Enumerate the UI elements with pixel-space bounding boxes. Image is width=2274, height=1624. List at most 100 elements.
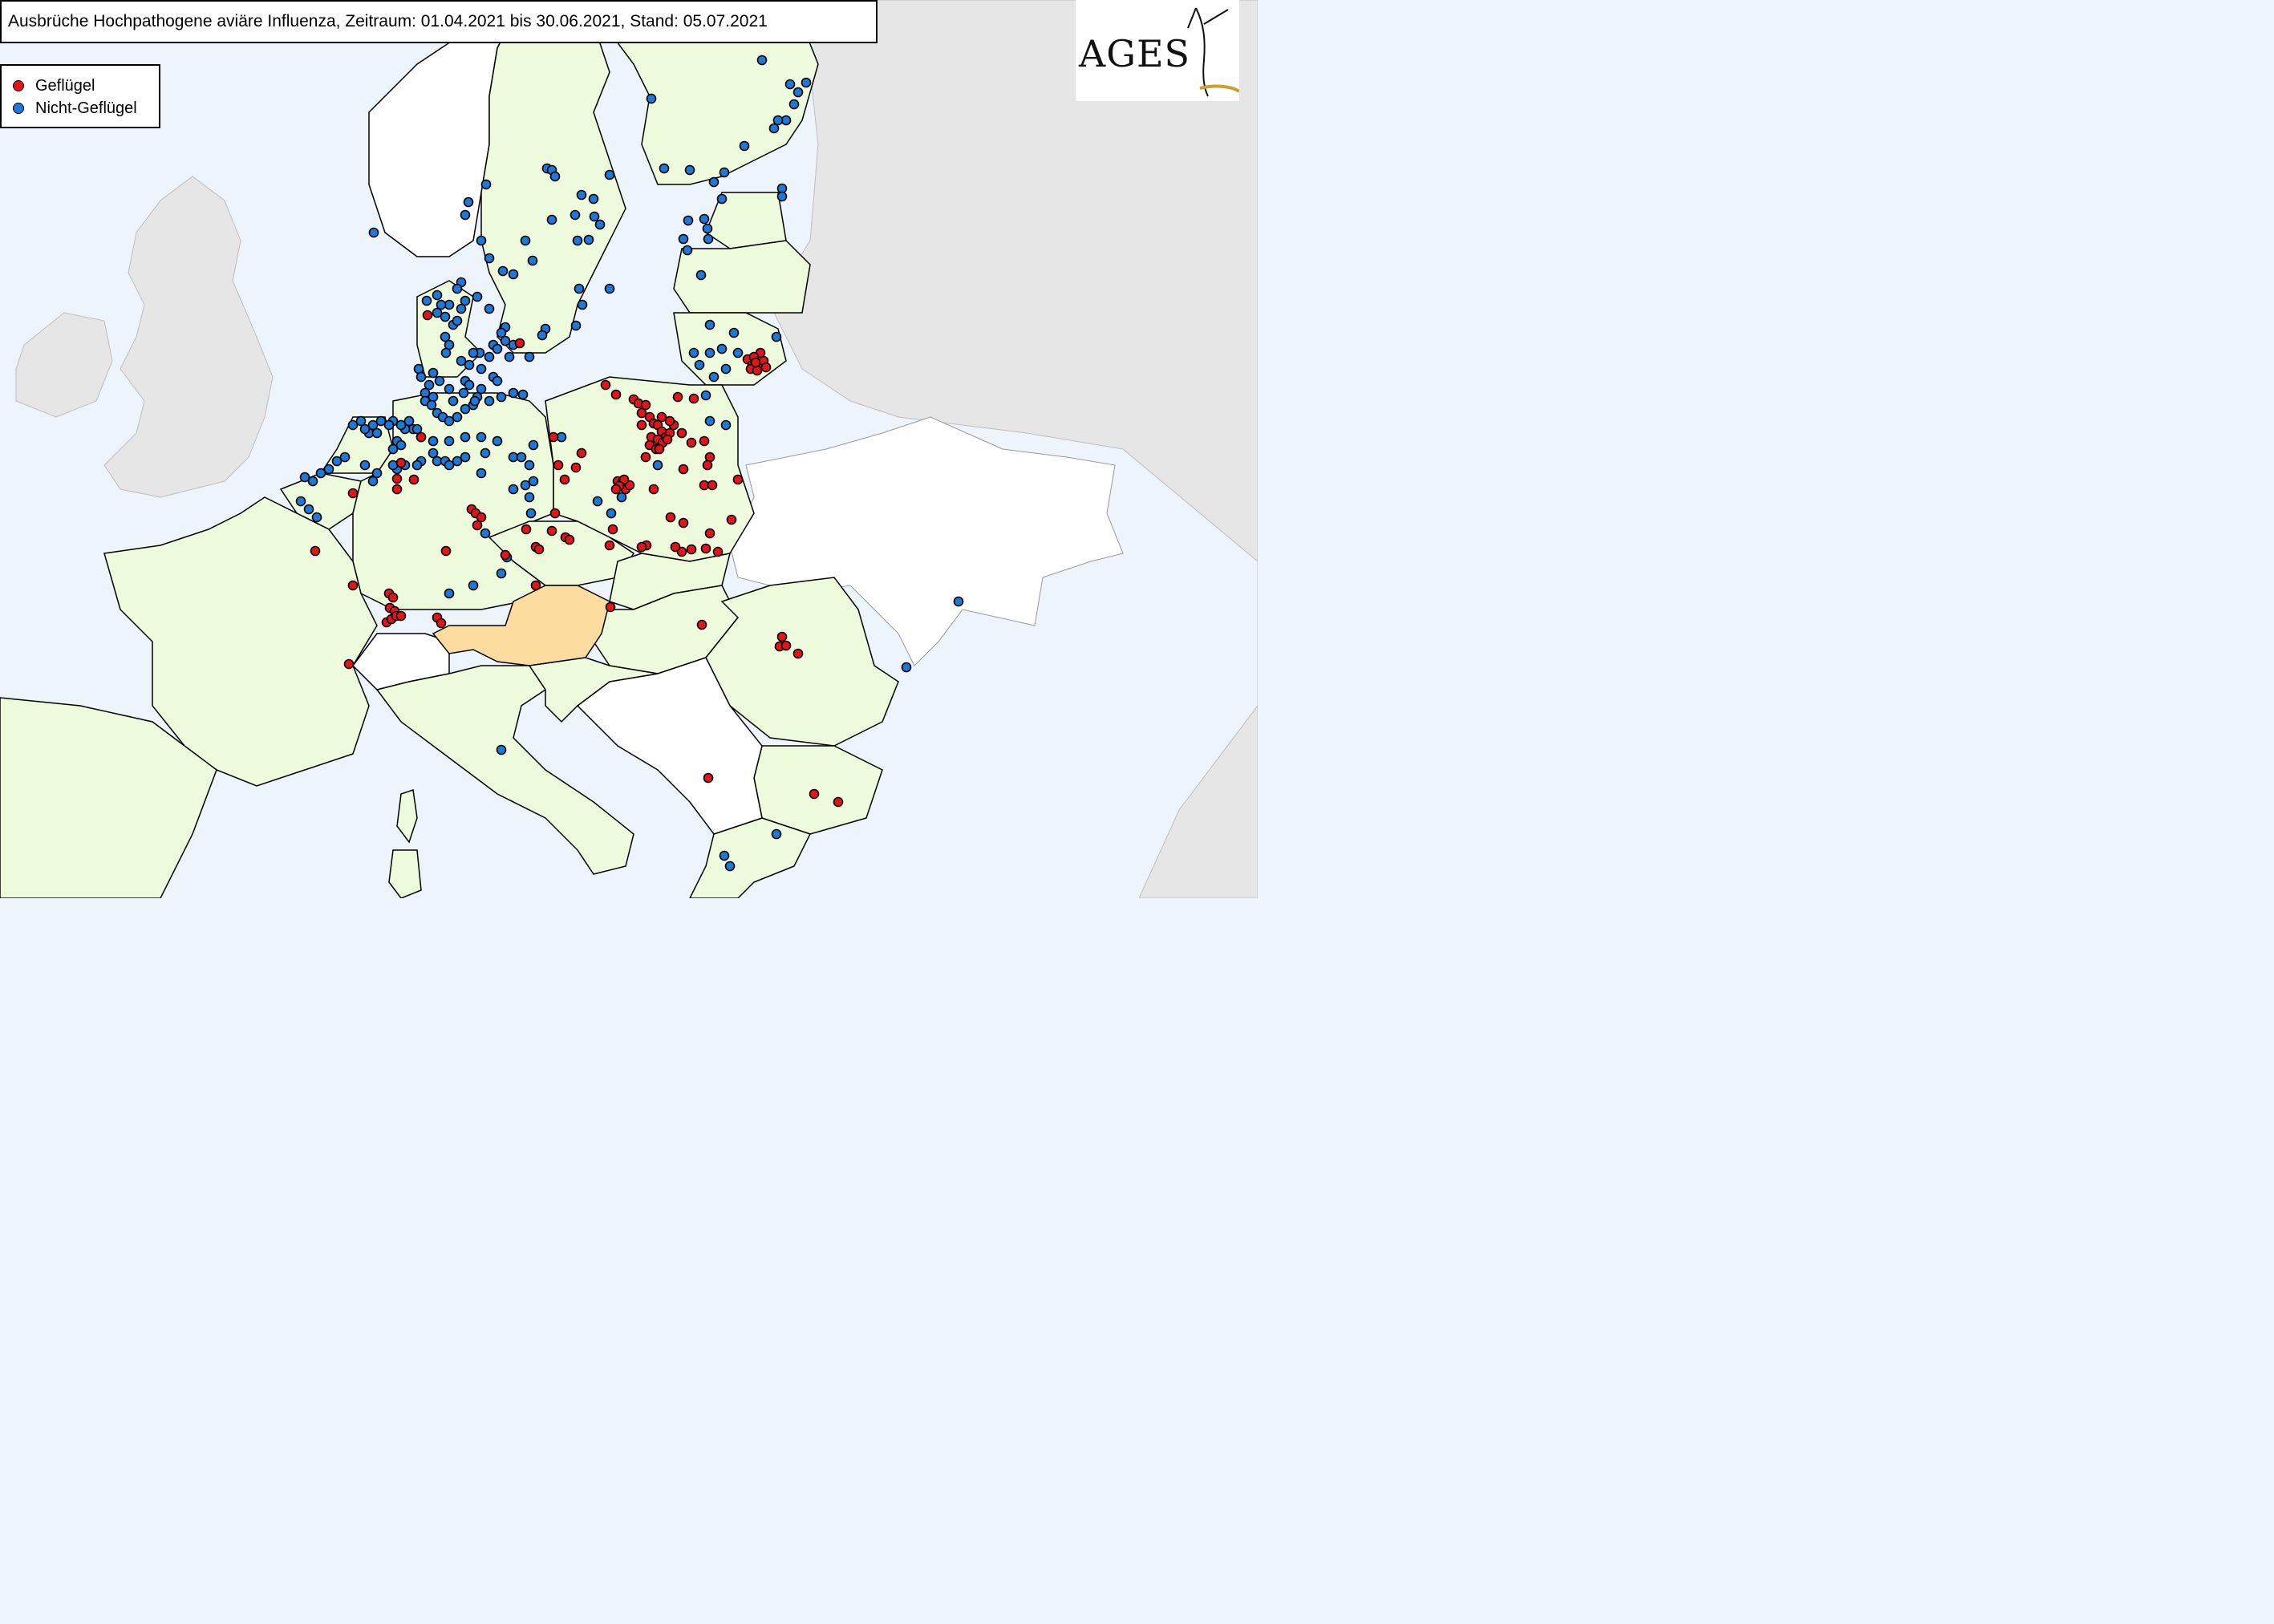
nonpoultry-outbreak-point — [460, 295, 471, 306]
poultry-outbreak-point — [664, 415, 675, 427]
poultry-outbreak-point — [700, 543, 711, 554]
nonpoultry-outbreak-point — [739, 140, 750, 152]
poultry-outbreak-point — [548, 431, 559, 443]
nonpoultry-outbreak-point — [371, 468, 383, 479]
ages-logo: AGES — [1076, 0, 1239, 101]
legend-item-nonpoultry: Nicht-Geflügel — [13, 98, 137, 119]
nonpoultry-outbreak-point — [347, 419, 359, 431]
nonpoultry-outbreak-point — [732, 347, 744, 358]
nonpoultry-outbreak-point — [683, 215, 694, 226]
nonpoultry-outbreak-point — [546, 214, 557, 225]
nonpoultry-outbreak-point — [476, 383, 487, 395]
nonpoultry-outbreak-point — [452, 456, 463, 467]
poultry-outbreak-point — [500, 549, 511, 561]
nonpoultry-outbreak-point — [504, 351, 515, 362]
nonpoultry-outbreak-point — [480, 448, 491, 459]
ages-logo-figure-icon — [1187, 7, 1239, 97]
nonpoultry-outbreak-point — [367, 476, 379, 487]
nonpoultry-outbreak-point — [375, 415, 387, 427]
nonpoultry-outbreak-point — [724, 861, 736, 872]
legend-poultry-dot — [13, 80, 24, 91]
nonpoultry-outbreak-point — [616, 492, 627, 503]
nonpoultry-outbreak-point — [463, 196, 474, 208]
nonpoultry-outbreak-point — [604, 283, 615, 294]
nonpoultry-outbreak-point — [492, 435, 503, 447]
nonpoultry-outbreak-point — [702, 223, 713, 234]
nonpoultry-outbreak-point — [359, 460, 371, 471]
croatia — [528, 657, 659, 723]
nonpoultry-outbreak-point — [704, 347, 715, 358]
nonpoultry-outbreaks — [295, 55, 964, 872]
nonpoultry-outbreak-point — [456, 355, 467, 367]
nonpoultry-outbreak-point — [704, 319, 715, 330]
nonpoultry-outbreak-point — [468, 580, 479, 591]
poultry-outbreak-point — [688, 393, 699, 404]
poultry-outbreak-point — [792, 648, 804, 659]
nonpoultry-outbreak-point — [452, 411, 463, 423]
nonpoultry-outbreak-point — [508, 387, 519, 399]
poultry-outbreak-point — [704, 528, 715, 539]
nonpoultry-outbreak-point — [772, 115, 784, 126]
nonpoultry-outbreak-point — [528, 439, 539, 451]
nonpoultry-outbreak-point — [426, 399, 437, 411]
nonpoultry-outbreak-point — [537, 330, 548, 341]
nonpoultry-outbreak-point — [659, 163, 670, 174]
nonpoultry-outbreak-point — [440, 311, 451, 322]
poultry-outbreak-point — [610, 484, 622, 495]
nonpoultry-outbreak-point — [415, 371, 427, 383]
poultry-outbreak-point — [391, 473, 403, 484]
nonpoultry-outbreak-point — [708, 176, 719, 188]
nonpoultry-outbreak-point — [682, 245, 693, 256]
nonpoultry-outbreak-point — [953, 596, 964, 607]
poultry-outbreak-point — [672, 391, 683, 403]
nonpoultry-outbreak-point — [460, 403, 471, 415]
nonpoultry-outbreak-point — [508, 269, 519, 280]
nonpoultry-outbreak-point — [464, 379, 475, 391]
nonpoultry-outbreak-point — [421, 295, 432, 306]
poultry-outbreak-point — [678, 464, 689, 475]
nonpoultry-outbreak-point — [458, 387, 469, 399]
poultry-outbreak-point — [530, 580, 541, 591]
nonpoultry-outbreak-point — [588, 193, 599, 205]
poultry-outbreak-point — [440, 545, 452, 557]
nonpoultry-outbreak-point — [311, 512, 322, 523]
nonpoultry-outbreak-point — [432, 307, 443, 318]
italy — [375, 665, 634, 875]
poultry-outbreak-point — [436, 618, 447, 629]
poultry-outbreak-point — [604, 540, 615, 551]
nonpoultry-outbreak-point — [432, 290, 443, 301]
nonpoultry-outbreak-point — [570, 320, 582, 331]
nonpoultry-outbreak-point — [577, 299, 588, 310]
nonpoultry-outbreak-point — [776, 191, 788, 202]
nonpoultry-outbreak-point — [708, 371, 719, 383]
nonpoultry-outbreak-point — [716, 193, 728, 205]
nonpoultry-outbreak-point — [516, 452, 527, 463]
nonpoultry-outbreak-point — [295, 496, 306, 507]
poultry-outbreak-point — [732, 474, 744, 485]
greece — [689, 817, 812, 898]
nonpoultry-outbreak-point — [436, 299, 447, 310]
poultry-outbreak-point — [670, 541, 681, 553]
nonpoultry-outbreak-point — [728, 327, 740, 338]
nonpoultry-outbreak-point — [460, 431, 471, 443]
spain — [0, 697, 217, 898]
nonpoultry-outbreak-point — [695, 269, 707, 281]
nonpoultry-outbreak-point — [583, 234, 594, 245]
nonpoultry-outbreak-point — [411, 460, 423, 471]
nonpoultry-outbreak-point — [576, 189, 587, 200]
poultry-outbreak-point — [422, 310, 433, 321]
nonpoultry-outbreak-point — [792, 87, 804, 98]
nonpoultry-outbreak-point — [524, 351, 535, 362]
nonpoultry-outbreak-point — [355, 415, 367, 427]
nonpoultry-outbreak-point — [484, 395, 495, 407]
nonpoultry-outbreak-point — [444, 383, 455, 395]
nonpoultry-outbreak-point — [678, 233, 689, 245]
nonpoultry-outbreak-point — [307, 476, 318, 487]
poultry-outbreak-point — [750, 357, 761, 368]
nonpoultry-outbreak-point — [460, 452, 471, 463]
nonpoultry-outbreak-point — [444, 588, 455, 599]
poultry-outbreak-point — [415, 431, 427, 443]
poultry-outbreak-point — [387, 592, 399, 603]
poultry-outbreak-point — [678, 517, 689, 529]
poultry-outbreak-point — [686, 544, 697, 555]
